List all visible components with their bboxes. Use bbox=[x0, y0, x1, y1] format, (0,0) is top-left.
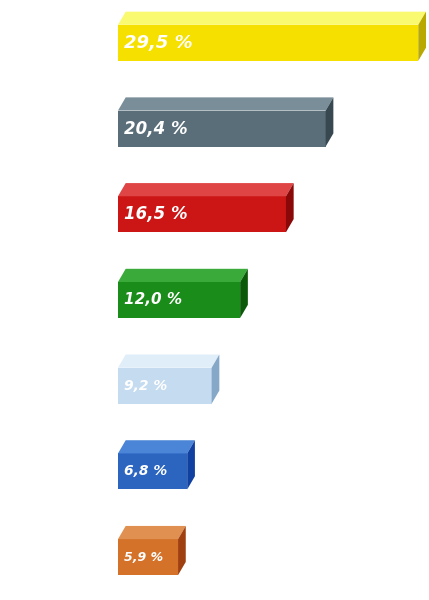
Polygon shape bbox=[118, 25, 418, 61]
Polygon shape bbox=[118, 454, 187, 490]
Polygon shape bbox=[187, 440, 195, 490]
Polygon shape bbox=[211, 355, 219, 404]
Polygon shape bbox=[118, 282, 240, 318]
Text: 20,4 %: 20,4 % bbox=[124, 119, 188, 137]
Polygon shape bbox=[286, 183, 294, 232]
Polygon shape bbox=[178, 526, 186, 575]
Polygon shape bbox=[118, 183, 294, 196]
Polygon shape bbox=[118, 97, 333, 110]
Polygon shape bbox=[118, 539, 178, 575]
Polygon shape bbox=[118, 355, 219, 368]
Polygon shape bbox=[418, 11, 426, 61]
Polygon shape bbox=[326, 97, 333, 146]
Text: 5,9 %: 5,9 % bbox=[124, 551, 163, 563]
Polygon shape bbox=[240, 269, 248, 318]
Text: 6,8 %: 6,8 % bbox=[124, 464, 168, 478]
Polygon shape bbox=[118, 368, 211, 404]
Polygon shape bbox=[118, 269, 248, 282]
Text: 9,2 %: 9,2 % bbox=[124, 379, 168, 393]
Text: 12,0 %: 12,0 % bbox=[124, 292, 182, 307]
Text: 16,5 %: 16,5 % bbox=[124, 205, 188, 223]
Polygon shape bbox=[118, 526, 186, 539]
Text: 29,5 %: 29,5 % bbox=[124, 34, 193, 52]
Polygon shape bbox=[118, 11, 426, 25]
Polygon shape bbox=[118, 196, 286, 232]
Polygon shape bbox=[118, 440, 195, 454]
Polygon shape bbox=[118, 110, 326, 146]
